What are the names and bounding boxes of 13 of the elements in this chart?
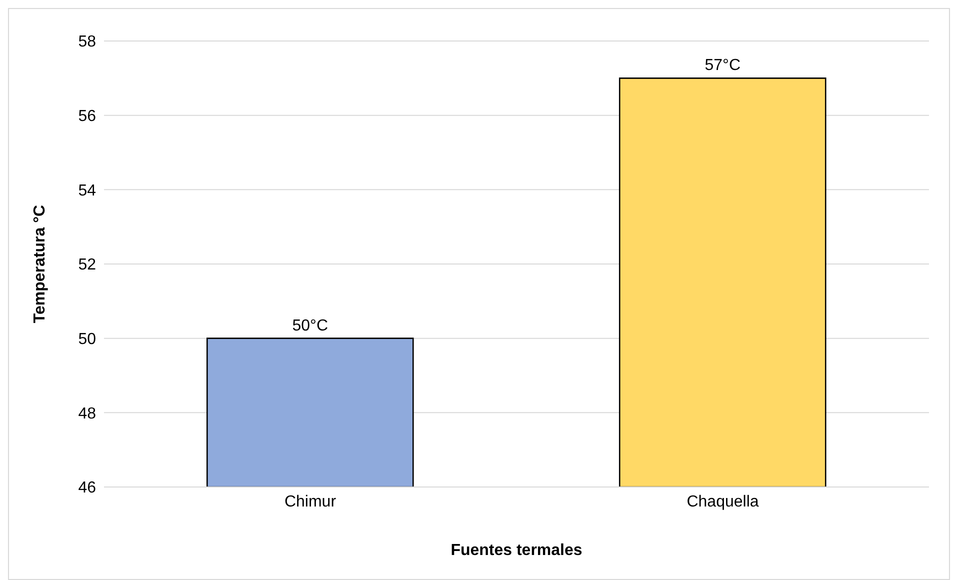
y-tick-label: 52 bbox=[78, 256, 96, 274]
data-label: 50°C bbox=[292, 317, 328, 334]
y-tick-label: 48 bbox=[78, 405, 96, 422]
y-tick-label: 50 bbox=[78, 331, 96, 348]
y-tick-label: 54 bbox=[78, 182, 96, 200]
y-tick-label: 58 bbox=[78, 34, 96, 51]
y-tick-label: 56 bbox=[78, 108, 96, 126]
data-label: 57°C bbox=[704, 57, 740, 74]
x-axis-title: Fuentes termales bbox=[450, 542, 582, 559]
x-tick-label: Chimur bbox=[284, 493, 337, 510]
y-axis-title: Temperatura °C bbox=[32, 204, 49, 324]
x-tick-label: Chaquella bbox=[686, 493, 759, 510]
y-tick-label: 46 bbox=[78, 480, 96, 497]
